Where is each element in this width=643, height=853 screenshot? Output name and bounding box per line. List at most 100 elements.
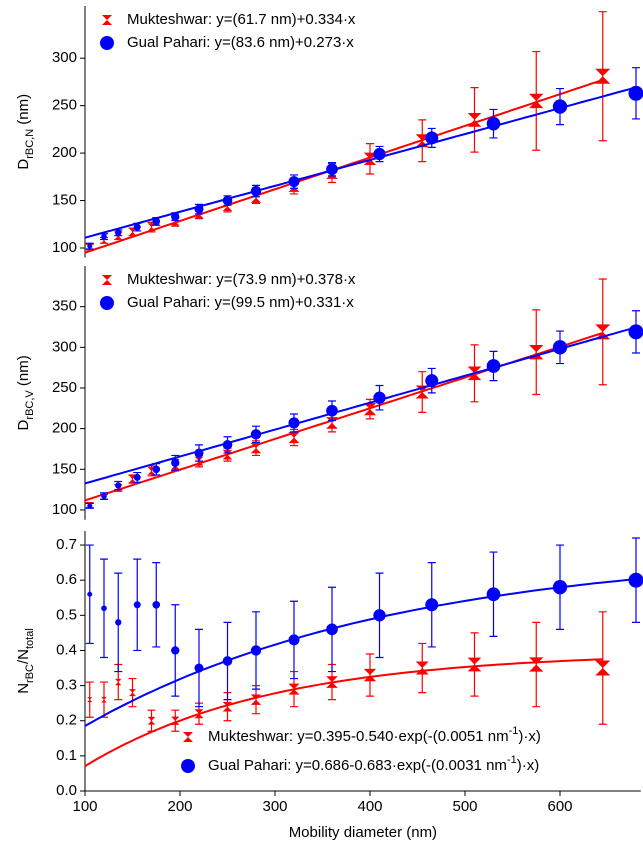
marker	[363, 402, 377, 416]
marker	[250, 645, 262, 656]
label-text: Gual Pahari: y=(99.5 nm)+0.331·x	[127, 294, 354, 311]
marker	[101, 605, 107, 612]
marker	[147, 716, 156, 725]
y-tick-label: 100	[52, 501, 77, 518]
script-text: total	[24, 628, 36, 649]
legend-label: Gual Pahari: y=0.686-0.683·exp(-(0.0031 …	[208, 754, 539, 774]
marker	[115, 678, 122, 686]
marker	[194, 204, 204, 214]
marker	[101, 696, 107, 703]
marker	[552, 340, 568, 355]
marker	[326, 623, 338, 636]
marker	[194, 709, 204, 719]
label-text: Gual Pahari: y=(83.6 nm)+0.273·x	[127, 34, 354, 51]
y-tick-label: 0.1	[56, 747, 77, 764]
marker	[486, 587, 501, 602]
x-tick-label: 300	[262, 798, 287, 815]
label-text: (nm)	[15, 94, 32, 129]
marker	[171, 716, 180, 725]
marker	[129, 689, 136, 697]
marker	[288, 683, 300, 695]
script-text: rBC,V	[24, 390, 36, 420]
marker	[100, 296, 114, 310]
fit-line	[84, 326, 637, 485]
y-axis-label: DrBC,N (nm)	[15, 94, 36, 170]
marker	[628, 85, 643, 101]
legend-label: Gual Pahari: y=(83.6 nm)+0.273·x	[127, 34, 354, 51]
marker	[222, 440, 233, 450]
marker	[467, 657, 482, 672]
marker	[486, 116, 501, 131]
x-axis-label: Mobility diameter (nm)	[289, 824, 437, 841]
legend-label: Mukteshwar: y=0.395-0.540·exp(-(0.0051 n…	[208, 725, 541, 745]
marker	[152, 465, 161, 474]
fit-line	[84, 86, 637, 239]
script-text: -1	[509, 725, 519, 737]
script-text: rBC,N	[24, 129, 36, 159]
marker	[326, 676, 338, 688]
marker	[288, 432, 300, 444]
marker	[363, 668, 377, 682]
label-text: D	[15, 419, 32, 430]
marker	[288, 176, 300, 188]
marker	[595, 68, 611, 84]
marker	[100, 36, 114, 50]
marker	[529, 345, 544, 360]
marker	[628, 324, 643, 340]
marker	[552, 580, 568, 595]
marker	[101, 237, 107, 244]
legend-label: Mukteshwar: y=(61.7 nm)+0.334·x	[127, 11, 356, 28]
marker	[194, 663, 204, 673]
y-tick-label: 0.0	[56, 782, 77, 799]
marker	[181, 759, 195, 773]
marker	[552, 99, 568, 114]
y-tick-label: 200	[52, 420, 77, 437]
marker	[326, 163, 338, 176]
y-tick-label: 150	[52, 460, 77, 477]
marker	[152, 600, 161, 609]
y-tick-label: 0.4	[56, 641, 77, 658]
marker	[102, 15, 112, 25]
marker	[87, 243, 93, 249]
marker	[250, 694, 262, 705]
fit-line	[84, 658, 603, 767]
x-tick-label: 400	[357, 798, 382, 815]
fit-line	[84, 578, 637, 727]
y-tick-label: 100	[52, 239, 77, 256]
marker	[425, 374, 439, 388]
marker	[183, 732, 193, 742]
marker	[101, 233, 107, 240]
y-tick-label: 350	[52, 298, 77, 315]
marker	[250, 429, 262, 440]
marker	[133, 601, 141, 609]
marker	[486, 359, 501, 373]
label-text: Mukteshwar: y=(61.7 nm)+0.334·x	[127, 11, 356, 28]
marker	[133, 473, 141, 481]
marker	[373, 391, 386, 404]
marker	[363, 152, 377, 165]
marker	[115, 619, 122, 626]
y-axis-label: NrBC/Ntotal	[15, 628, 36, 694]
marker	[373, 609, 386, 622]
marker	[222, 701, 233, 712]
label-text: (nm)	[15, 355, 32, 390]
marker	[194, 448, 204, 458]
marker	[222, 195, 233, 206]
legend-label: Gual Pahari: y=(99.5 nm)+0.331·x	[127, 294, 354, 311]
marker	[152, 217, 161, 226]
marker	[102, 275, 112, 285]
marker	[628, 572, 643, 588]
label-text: )·x)	[518, 728, 541, 745]
marker	[87, 503, 93, 509]
label-text: Mukteshwar: y=(73.9 nm)+0.378·x	[127, 271, 356, 288]
marker	[250, 442, 262, 454]
script-text: -1	[507, 754, 517, 766]
y-tick-label: 0.3	[56, 677, 77, 694]
marker	[171, 458, 180, 467]
legend-label: Mukteshwar: y=(73.9 nm)+0.378·x	[127, 271, 356, 288]
marker	[250, 185, 262, 197]
y-tick-label: 0.2	[56, 712, 77, 729]
marker	[133, 223, 141, 231]
marker	[222, 656, 233, 666]
